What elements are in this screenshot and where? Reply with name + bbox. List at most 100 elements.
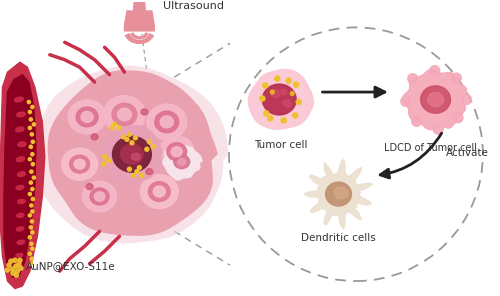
Circle shape: [128, 132, 132, 136]
Ellipse shape: [91, 134, 98, 140]
Circle shape: [28, 100, 30, 104]
Ellipse shape: [16, 112, 26, 117]
Circle shape: [18, 258, 22, 262]
Ellipse shape: [171, 147, 182, 157]
Circle shape: [31, 247, 34, 250]
Circle shape: [264, 111, 269, 116]
Circle shape: [9, 259, 13, 263]
Circle shape: [7, 263, 11, 267]
Ellipse shape: [148, 182, 171, 201]
Circle shape: [31, 210, 34, 213]
Circle shape: [30, 242, 33, 245]
Circle shape: [30, 170, 33, 173]
Ellipse shape: [81, 112, 93, 123]
Ellipse shape: [16, 127, 24, 132]
Circle shape: [28, 126, 32, 129]
Ellipse shape: [160, 116, 173, 128]
Circle shape: [30, 181, 32, 184]
Ellipse shape: [178, 158, 186, 165]
Circle shape: [281, 118, 286, 123]
Circle shape: [14, 264, 18, 268]
Ellipse shape: [68, 100, 106, 134]
Circle shape: [138, 166, 141, 170]
Circle shape: [433, 124, 443, 134]
Ellipse shape: [16, 186, 24, 190]
Circle shape: [102, 155, 106, 159]
Circle shape: [30, 145, 32, 148]
Circle shape: [6, 268, 10, 272]
Ellipse shape: [428, 93, 444, 107]
Circle shape: [30, 133, 34, 136]
Ellipse shape: [132, 153, 140, 160]
Ellipse shape: [94, 192, 105, 201]
Text: Activate: Activate: [446, 148, 488, 158]
Circle shape: [268, 116, 273, 121]
Circle shape: [10, 267, 14, 271]
Ellipse shape: [284, 100, 291, 107]
Circle shape: [30, 204, 33, 207]
Ellipse shape: [18, 172, 25, 176]
Circle shape: [118, 126, 122, 130]
Ellipse shape: [281, 89, 286, 95]
Text: Ultrasound: Ultrasound: [164, 1, 224, 11]
Circle shape: [453, 113, 463, 123]
Circle shape: [294, 82, 299, 87]
Circle shape: [32, 176, 35, 179]
Circle shape: [412, 116, 422, 126]
Polygon shape: [134, 0, 145, 11]
Ellipse shape: [167, 143, 186, 161]
Circle shape: [132, 174, 136, 178]
Ellipse shape: [160, 136, 194, 168]
Circle shape: [452, 73, 462, 83]
Text: AuNP@EXO-S11e: AuNP@EXO-S11e: [26, 261, 116, 271]
Circle shape: [290, 92, 294, 95]
Polygon shape: [248, 70, 314, 129]
Circle shape: [128, 167, 132, 171]
Ellipse shape: [14, 97, 24, 102]
Polygon shape: [403, 70, 466, 130]
Circle shape: [28, 158, 32, 161]
Circle shape: [401, 96, 410, 106]
Circle shape: [140, 174, 144, 178]
Circle shape: [31, 231, 34, 234]
Circle shape: [32, 140, 34, 143]
Ellipse shape: [262, 84, 296, 115]
Circle shape: [292, 113, 298, 118]
Circle shape: [145, 147, 149, 151]
Ellipse shape: [62, 148, 98, 180]
Polygon shape: [48, 70, 217, 236]
Ellipse shape: [147, 104, 186, 140]
Ellipse shape: [154, 186, 166, 197]
Circle shape: [13, 258, 17, 262]
Ellipse shape: [86, 184, 93, 189]
Ellipse shape: [334, 187, 348, 199]
Circle shape: [16, 269, 20, 273]
Ellipse shape: [174, 155, 190, 169]
Ellipse shape: [420, 86, 450, 113]
Circle shape: [262, 83, 268, 88]
Ellipse shape: [74, 159, 85, 169]
Circle shape: [28, 214, 32, 217]
Circle shape: [32, 197, 34, 201]
Ellipse shape: [155, 111, 178, 133]
Ellipse shape: [16, 227, 24, 231]
Circle shape: [130, 141, 134, 145]
Ellipse shape: [326, 182, 351, 206]
Circle shape: [30, 118, 32, 121]
Ellipse shape: [271, 89, 280, 98]
Circle shape: [430, 66, 440, 76]
Circle shape: [274, 76, 280, 81]
Ellipse shape: [90, 188, 109, 205]
Circle shape: [28, 236, 32, 239]
Circle shape: [286, 78, 292, 83]
Polygon shape: [33, 65, 228, 244]
Ellipse shape: [146, 169, 153, 175]
Circle shape: [32, 123, 35, 126]
Text: Tumor cell: Tumor cell: [254, 140, 308, 150]
Polygon shape: [102, 125, 162, 183]
Circle shape: [152, 145, 156, 149]
Ellipse shape: [17, 240, 24, 244]
Ellipse shape: [16, 213, 24, 218]
Circle shape: [462, 94, 471, 104]
Circle shape: [11, 271, 15, 275]
